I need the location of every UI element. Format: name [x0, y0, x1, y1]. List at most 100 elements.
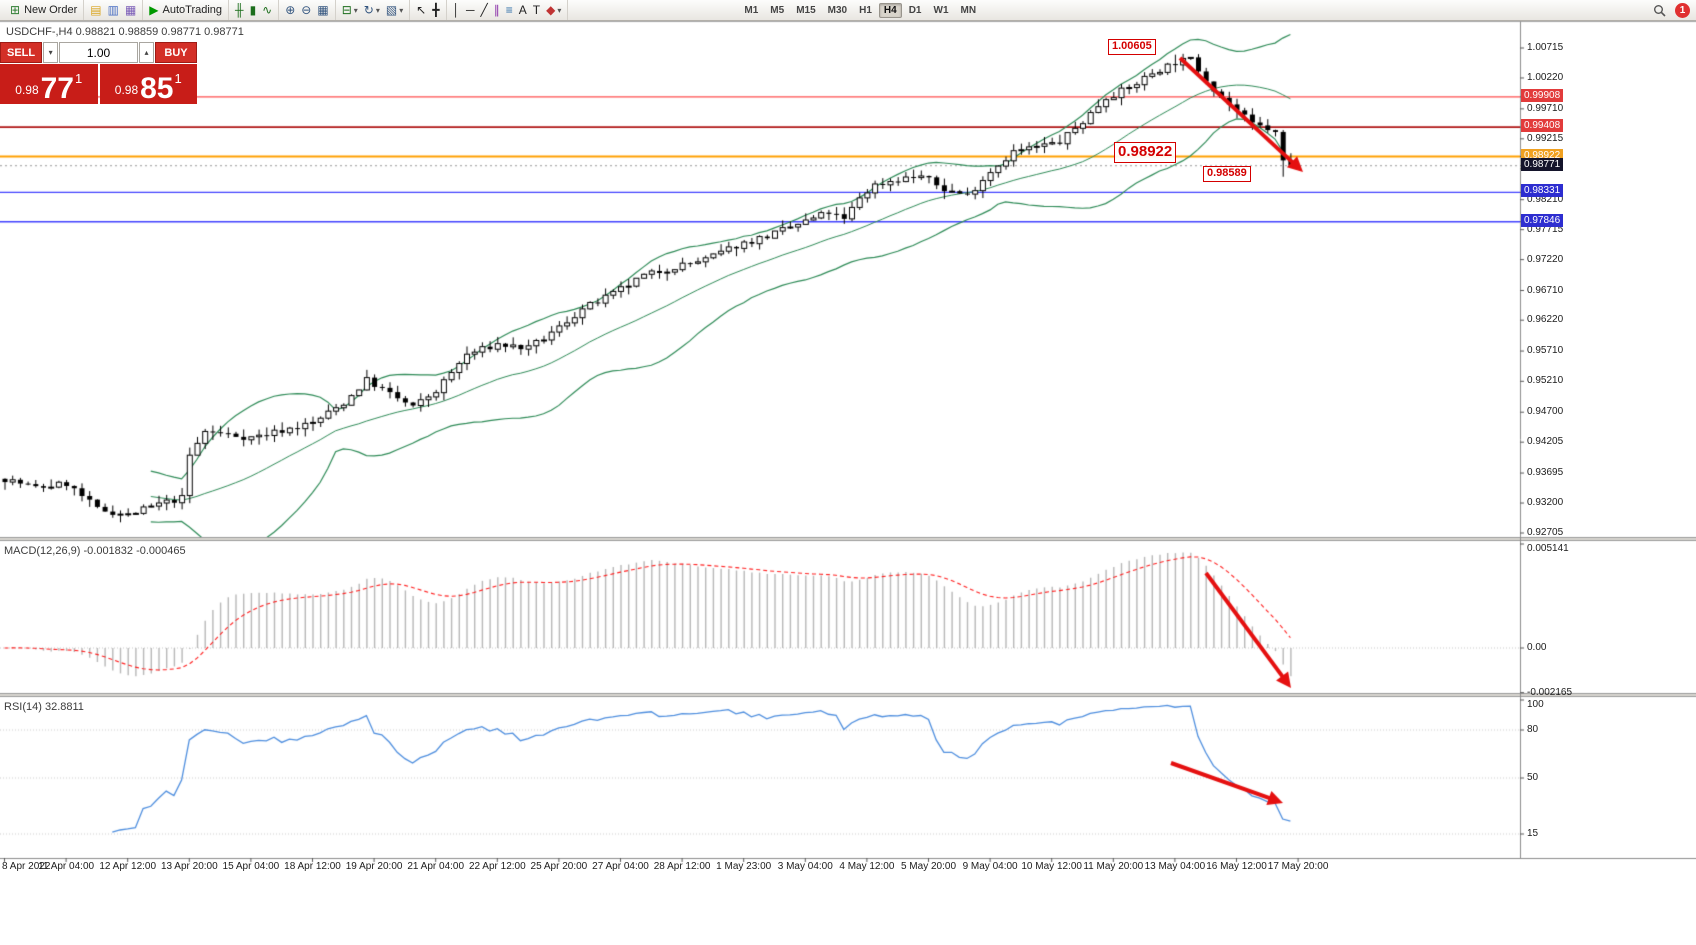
dropdown-caret-icon: ▾	[399, 5, 404, 15]
macd-values: -0.001832 -0.000465	[83, 545, 186, 557]
indicators-icon[interactable]: ⊟ ▾	[339, 1, 361, 19]
volume-stepper-icon[interactable]: ▴	[139, 42, 154, 63]
timeframe-w1[interactable]: W1	[933, 4, 949, 16]
sell-price-display[interactable]: 0.98 77 1	[0, 64, 98, 104]
time-axis-label: 28 Apr 12:00	[653, 861, 711, 872]
price-axis-label: 0.95710	[1527, 345, 1564, 357]
timeframe-m30[interactable]: M30	[827, 4, 848, 16]
timeframe-m15[interactable]: M15	[796, 4, 816, 16]
horizontal-line-icon[interactable]: ─	[463, 1, 478, 19]
time-axis-label: 21 Apr 04:00	[407, 861, 465, 872]
new-order-button[interactable]: ⊞ New Order	[7, 1, 80, 19]
sell-button[interactable]: SELL	[0, 42, 43, 63]
price-annotation[interactable]: 0.98589	[1203, 166, 1251, 182]
time-axis-label: 10 May 12:00	[1021, 861, 1082, 872]
notification-badge[interactable]: 1	[1675, 2, 1690, 18]
timeframe-mn[interactable]: MN	[960, 4, 977, 16]
autotrading-button-label: AutoTrading	[162, 4, 223, 16]
tile-windows-icon[interactable]: ▦	[314, 1, 331, 19]
toolbar-groups: ⊞ New Order ▤ ▥ ▦ ▶ AutoTrading ╫ ▮ ∿ ⊕ ⊖ ▦ ⊟ ▾ ↻ ▾ ▧ ▾ ↖ ╋ │…	[4, 0, 569, 20]
price-axis-label: 0.93695	[1527, 467, 1564, 479]
buy-price-pip: 1	[174, 71, 182, 86]
dropdown-caret-icon: ▾	[353, 5, 358, 15]
line-chart-icon[interactable]: ∿	[259, 1, 275, 19]
sell-options-caret-icon[interactable]: ▾	[43, 42, 59, 63]
periods-icon[interactable]: ↻ ▾	[361, 1, 383, 19]
arrows-icon-glyph: ◆	[546, 3, 556, 17]
time-axis[interactable]	[0, 858, 1520, 874]
time-axis-label: 3 May 04:00	[777, 861, 833, 872]
text-icon[interactable]: A	[516, 1, 530, 19]
rsi-axis-label: 100	[1527, 699, 1544, 710]
autotrading-button[interactable]: ▶ AutoTrading	[146, 1, 225, 19]
arrows-icon[interactable]: ◆ ▾	[543, 1, 564, 19]
price-annotation[interactable]: 0.98922	[1114, 142, 1177, 163]
time-axis-label: 13 Apr 20:00	[160, 861, 218, 872]
data-window-icon-glyph: ▥	[107, 3, 119, 17]
vertical-line-icon-glyph: │	[452, 3, 461, 17]
volume-input[interactable]	[59, 42, 138, 63]
templates-icon[interactable]: ▧ ▾	[383, 1, 406, 19]
zoom-in-icon[interactable]: ⊕	[282, 1, 298, 19]
price-level-badge: 0.97846	[1521, 213, 1564, 227]
data-window-icon[interactable]: ▥	[105, 1, 122, 19]
buy-price-big: 85	[140, 71, 174, 105]
price-axis-label: 0.92705	[1527, 527, 1564, 538]
fibonacci-icon[interactable]: ≡	[503, 1, 516, 19]
time-axis-label: 15 Apr 04:00	[222, 861, 280, 872]
timeframe-h4[interactable]: H4	[878, 2, 902, 18]
zoom-out-icon[interactable]: ⊖	[298, 1, 314, 19]
navigator-icon[interactable]: ▦	[122, 1, 139, 19]
price-level-badge: 0.98771	[1521, 157, 1564, 171]
vertical-line-icon[interactable]: │	[450, 1, 464, 19]
timeframe-d1[interactable]: D1	[908, 4, 922, 16]
time-axis-label: 9 May 04:00	[962, 861, 1018, 872]
chart-ohlc-header: USDCHF-,H4 0.98821 0.98859 0.98771 0.987…	[6, 26, 244, 38]
price-axis-label: 0.98210	[1527, 193, 1564, 205]
trendline-icon[interactable]: ╱	[478, 1, 491, 19]
line-chart-icon-glyph: ∿	[262, 3, 273, 17]
price-annotation[interactable]: 1.00605	[1108, 39, 1156, 55]
market-watch-icon[interactable]: ▤	[87, 1, 104, 19]
macd-axis-label: 0.005141	[1527, 543, 1569, 554]
timeframe-m5[interactable]: M5	[770, 4, 785, 16]
equidistant-channel-icon[interactable]: ∥	[491, 1, 503, 19]
periods-icon-glyph: ↻	[363, 3, 374, 17]
price-level-badge: 0.99408	[1521, 119, 1564, 133]
search-icon[interactable]	[1650, 1, 1669, 19]
buy-price-display[interactable]: 0.98 85 1	[99, 64, 197, 105]
price-axis-label: 0.94700	[1527, 406, 1564, 418]
time-axis-label: 11 May 20:00	[1083, 861, 1144, 872]
toolbar-right: 1	[1650, 1, 1692, 19]
price-axis[interactable]	[1520, 22, 1600, 858]
price-display-row: 0.98 77 1 0.98 85 1	[0, 64, 197, 104]
price-axis-label: 0.97715	[1527, 223, 1564, 235]
timeframe-m1[interactable]: M1	[744, 4, 759, 16]
price-axis-label: 0.97220	[1527, 253, 1564, 265]
price-axis-label: 1.00715	[1527, 42, 1564, 53]
price-axis-label: 0.99215	[1527, 132, 1564, 144]
cursor-icon[interactable]: ↖	[413, 1, 429, 19]
rsi-indicator-label: RSI(14) 32.8811	[4, 701, 84, 713]
text-label-icon[interactable]: T	[530, 1, 543, 19]
sell-price-big: 77	[40, 71, 74, 105]
buy-button[interactable]: BUY	[155, 42, 197, 63]
macd-axis-label: 0.00	[1527, 642, 1547, 653]
timeframe-h1[interactable]: H1	[859, 4, 872, 16]
crosshair-icon[interactable]: ╋	[429, 1, 442, 19]
candlestick-chart-icon[interactable]: ▮	[247, 1, 260, 19]
cursor-group: ↖ ╋	[410, 0, 447, 20]
price-axis-label: 0.96710	[1527, 284, 1564, 296]
bar-chart-icon[interactable]: ╫	[232, 1, 247, 19]
equidistant-channel-icon-glyph: ∥	[493, 3, 500, 17]
time-axis-label: 16 May 12:00	[1206, 861, 1267, 872]
price-level-badge: 0.98331	[1521, 184, 1564, 198]
time-axis-label: 11 Apr 04:00	[38, 861, 95, 872]
time-axis-label: 1 May 23:00	[716, 861, 772, 872]
rsi-value: 32.8811	[44, 701, 84, 713]
macd-indicator-label: MACD(12,26,9) -0.001832 -0.000465	[4, 545, 186, 557]
autotrading-group: ▶ AutoTrading	[143, 0, 230, 20]
